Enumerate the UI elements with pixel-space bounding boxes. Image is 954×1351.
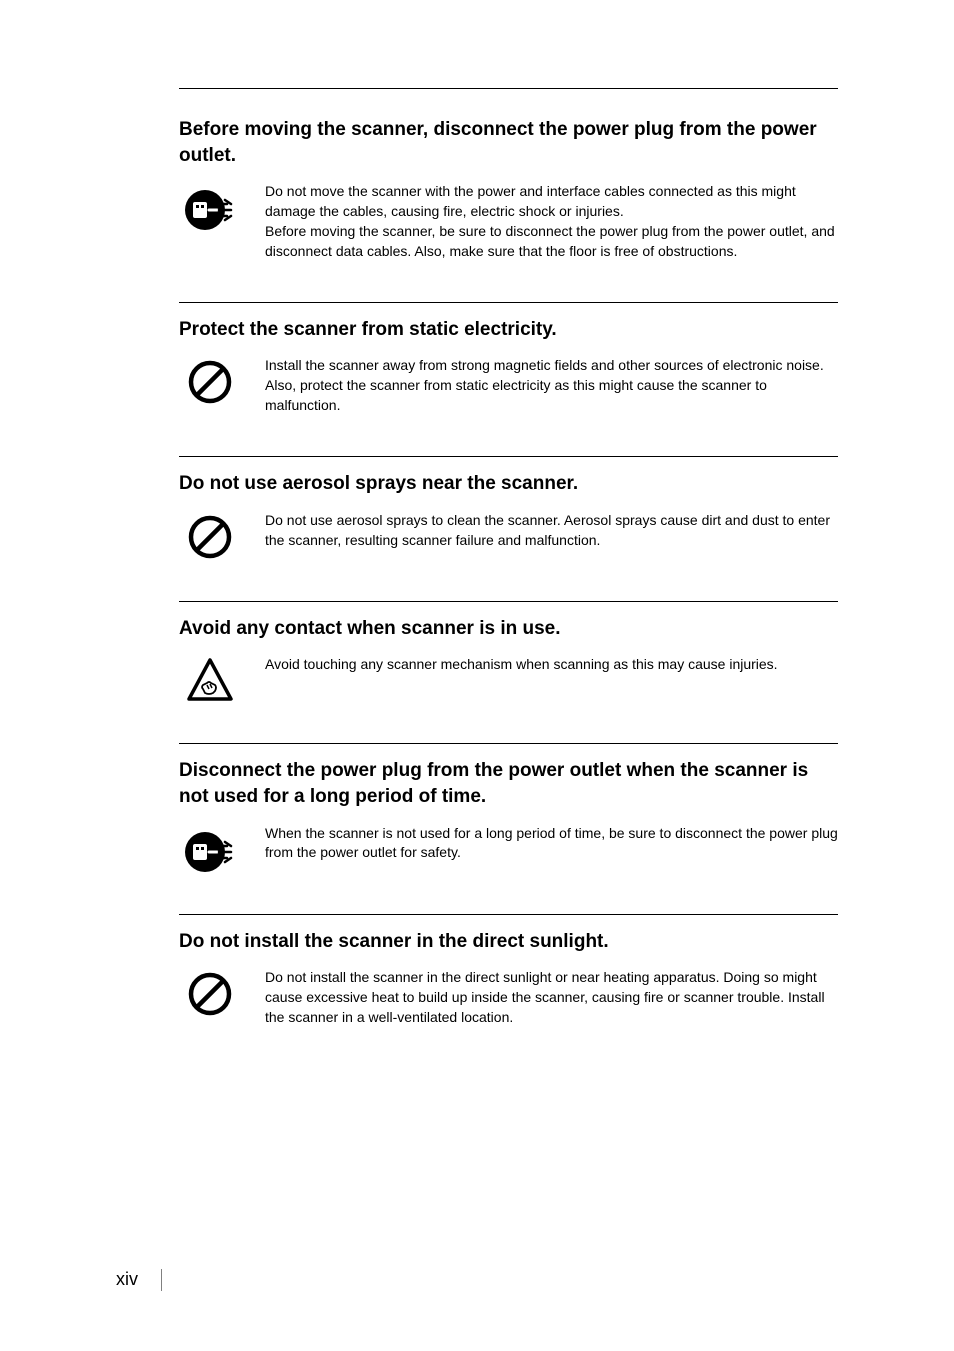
page-number-text: xiv xyxy=(116,1269,138,1289)
section-rule xyxy=(179,456,838,457)
page-content: Before moving the scanner, disconnect th… xyxy=(0,0,954,1028)
prohibit-icon xyxy=(179,356,241,406)
section-body: When the scanner is not used for a long … xyxy=(179,824,838,874)
section-body: Install the scanner away from strong mag… xyxy=(179,356,838,416)
section-title: Before moving the scanner, disconnect th… xyxy=(179,117,838,168)
section-title: Avoid any contact when scanner is in use… xyxy=(179,616,838,642)
section-title: Disconnect the power plug from the power… xyxy=(179,758,838,809)
section-text: Do not use aerosol sprays to clean the s… xyxy=(265,511,838,551)
section-title: Do not install the scanner in the direct… xyxy=(179,929,838,955)
unplug-icon xyxy=(179,182,241,232)
caution-hand-icon xyxy=(179,655,241,703)
section-body: Avoid touching any scanner mechanism whe… xyxy=(179,655,838,703)
section-rule xyxy=(179,914,838,915)
prohibit-icon xyxy=(179,511,241,561)
section-rule xyxy=(179,601,838,602)
section-title: Protect the scanner from static electric… xyxy=(179,317,838,343)
top-rule xyxy=(179,88,838,89)
prohibit-icon xyxy=(179,968,241,1018)
unplug-icon xyxy=(179,824,241,874)
section-text: Do not install the scanner in the direct… xyxy=(265,968,838,1028)
page-number-separator xyxy=(161,1269,162,1291)
section-body: Do not install the scanner in the direct… xyxy=(179,968,838,1028)
section-text: When the scanner is not used for a long … xyxy=(265,824,838,864)
section-body: Do not use aerosol sprays to clean the s… xyxy=(179,511,838,561)
section-rule xyxy=(179,743,838,744)
section-rule xyxy=(179,302,838,303)
section-title: Do not use aerosol sprays near the scann… xyxy=(179,471,838,497)
section-text: Do not move the scanner with the power a… xyxy=(265,182,838,262)
section-text: Install the scanner away from strong mag… xyxy=(265,356,838,416)
section-body: Do not move the scanner with the power a… xyxy=(179,182,838,262)
page-number: xiv xyxy=(116,1269,162,1291)
section-text: Avoid touching any scanner mechanism whe… xyxy=(265,655,778,675)
